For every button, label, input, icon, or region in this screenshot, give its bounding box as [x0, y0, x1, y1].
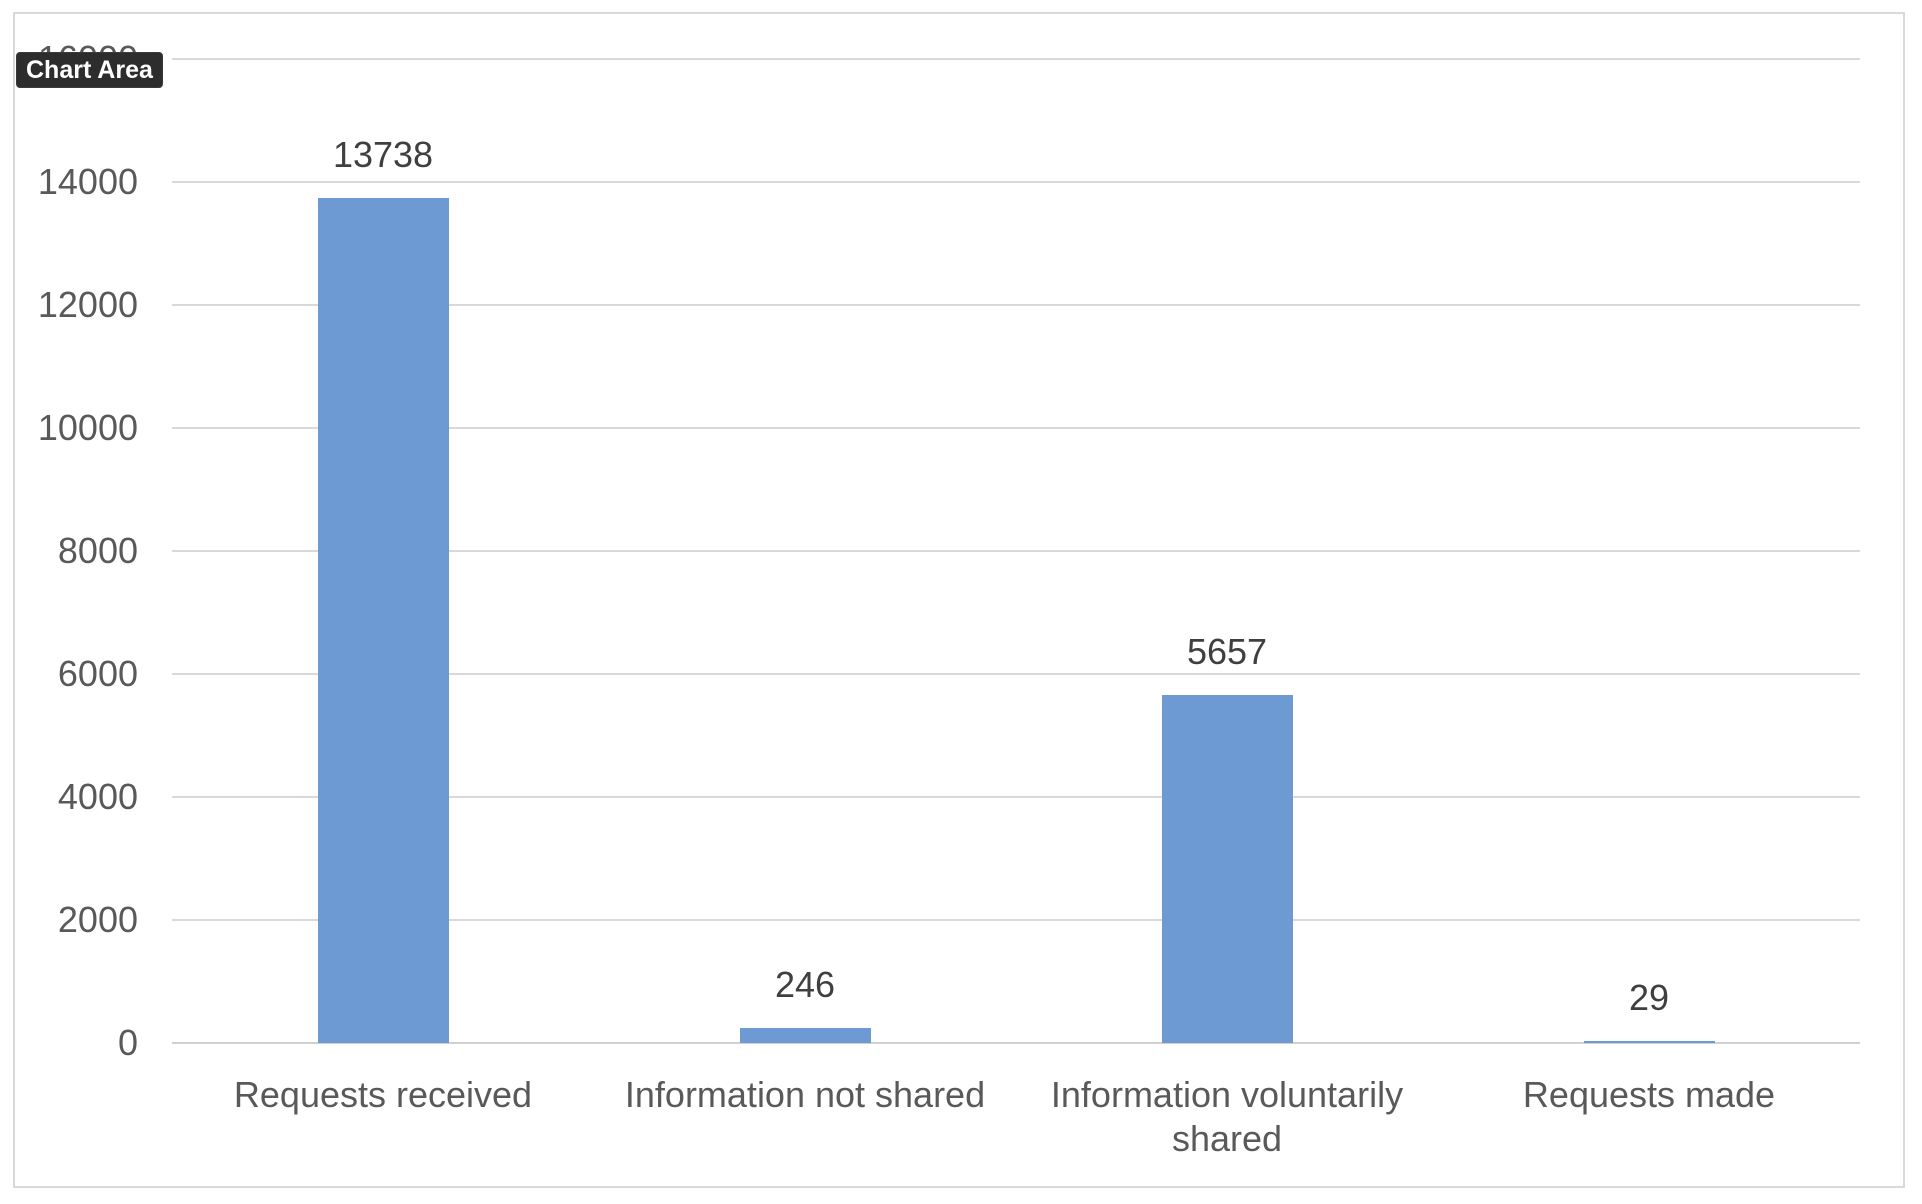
bar-information-not-shared[interactable] [739, 1027, 871, 1043]
x-axis-category-label[interactable]: Information voluntarily shared [1050, 1074, 1404, 1159]
x-axis-category-label[interactable]: Information not shared [624, 1074, 986, 1115]
y-axis-tick-label[interactable]: 12000 [37, 284, 138, 325]
y-gridline [172, 427, 1860, 429]
data-label[interactable]: 13738 [332, 134, 434, 176]
y-gridline [172, 181, 1860, 183]
y-axis-tick-label[interactable]: 4000 [57, 776, 138, 817]
chart-area-tooltip: Chart Area [16, 52, 163, 88]
bar-requests-received[interactable] [317, 198, 449, 1043]
data-label[interactable]: 246 [774, 963, 836, 1005]
y-gridline [172, 673, 1860, 675]
y-gridline [172, 919, 1860, 921]
y-axis-tick-label[interactable]: 10000 [37, 407, 138, 448]
data-label[interactable]: 29 [1628, 977, 1670, 1019]
y-axis-tick-label[interactable]: 6000 [57, 653, 138, 694]
x-axis-line [172, 1042, 1860, 1044]
y-gridline [172, 304, 1860, 306]
y-gridline [172, 796, 1860, 798]
y-axis-tick-label[interactable]: 8000 [57, 530, 138, 571]
y-axis-tick-label[interactable]: 14000 [37, 161, 138, 202]
x-axis-category-label[interactable]: Requests made [1522, 1074, 1776, 1115]
bar-information-voluntarily-shared[interactable] [1161, 695, 1293, 1043]
y-axis-tick-label[interactable]: 0 [117, 1022, 138, 1063]
data-label[interactable]: 5657 [1186, 631, 1268, 673]
y-gridline [172, 58, 1860, 60]
y-gridline [172, 550, 1860, 552]
bar-requests-made[interactable] [1583, 1041, 1715, 1043]
y-axis-tick-label[interactable]: 2000 [57, 899, 138, 940]
x-axis-category-label[interactable]: Requests received [233, 1074, 533, 1115]
